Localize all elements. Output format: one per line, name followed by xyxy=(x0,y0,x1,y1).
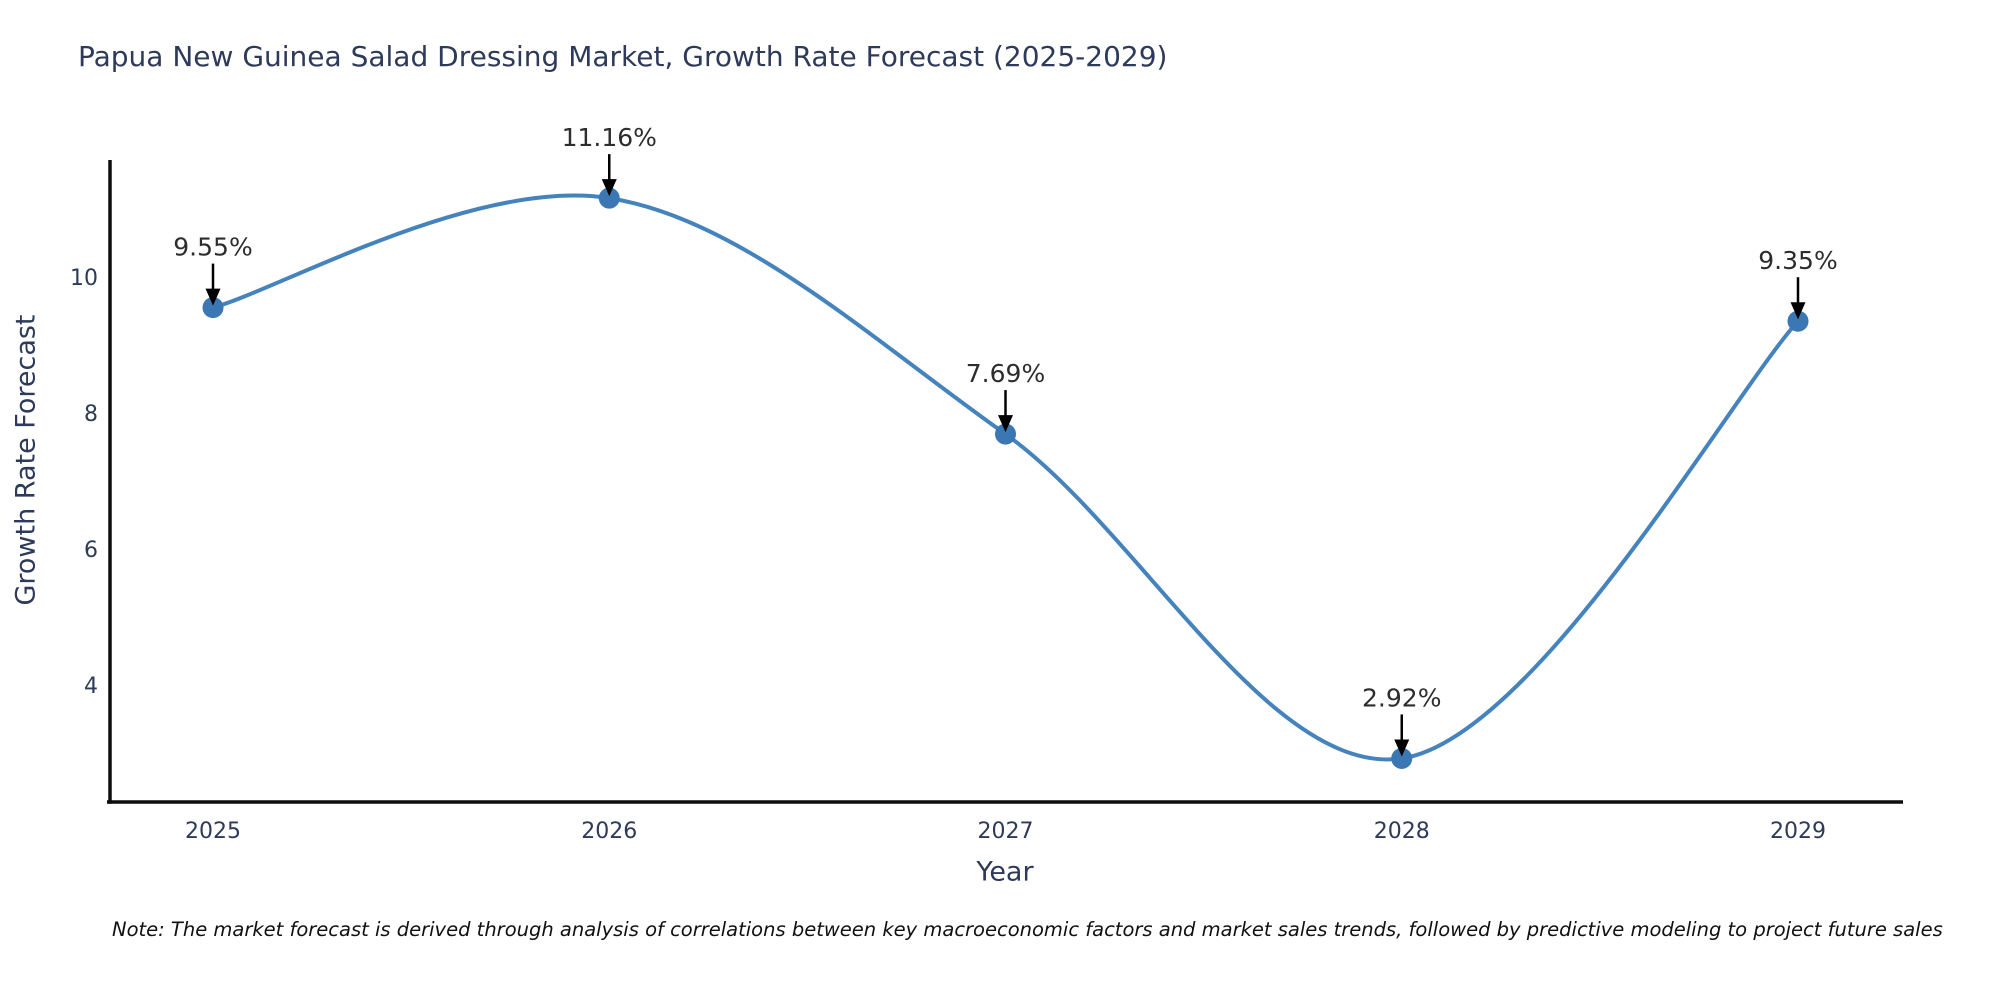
y-tick-label: 6 xyxy=(84,538,98,563)
x-axis-title: Year xyxy=(976,856,1034,888)
annotation-arrow-head xyxy=(1394,739,1410,757)
data-point-label: 11.16% xyxy=(562,123,657,152)
y-tick-label: 8 xyxy=(84,402,98,427)
x-tick-label: 2026 xyxy=(581,819,637,844)
data-point-marker xyxy=(202,297,224,319)
data-point-marker xyxy=(1787,310,1809,332)
y-tick-label: 4 xyxy=(84,674,98,699)
annotation-arrow-head xyxy=(998,415,1013,433)
data-point-label: 2.92% xyxy=(1362,683,1441,712)
chart-title: Papua New Guinea Salad Dressing Market, … xyxy=(78,40,1168,73)
x-tick-label: 2025 xyxy=(185,819,241,844)
annotation-arrow-head xyxy=(601,179,617,197)
data-point-label: 9.55% xyxy=(173,233,252,262)
annotation-arrow-head xyxy=(205,288,221,306)
x-tick-label: 2027 xyxy=(978,819,1034,844)
data-point-marker xyxy=(995,423,1016,445)
data-point-label: 9.35% xyxy=(1758,246,1837,275)
data-point-marker xyxy=(1391,747,1413,769)
data-point-marker xyxy=(598,187,620,209)
annotation-arrow-head xyxy=(1790,302,1806,320)
curve-path xyxy=(211,193,1800,762)
x-tick-label: 2028 xyxy=(1374,819,1430,844)
footnote: Note: The market forecast is derived thr… xyxy=(112,918,1943,941)
x-tick-label: 2029 xyxy=(1770,819,1826,844)
y-tick-label: 10 xyxy=(70,266,98,291)
data-point-label: 7.69% xyxy=(966,359,1045,388)
